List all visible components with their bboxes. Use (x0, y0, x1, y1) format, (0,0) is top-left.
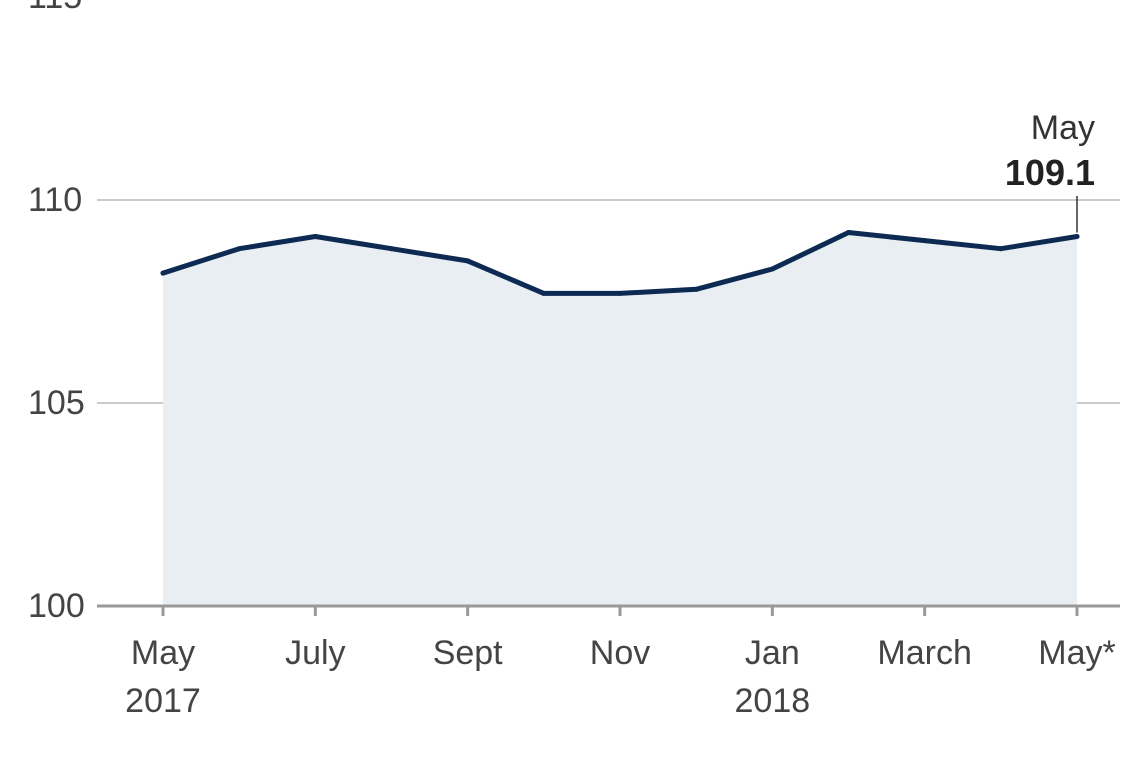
x-tick-labels: May 2017 July Sept Nov Jan 2018 March May* (125, 634, 1116, 720)
data-point-10 (922, 238, 928, 244)
data-point-4 (465, 258, 471, 264)
x-tick-label-12: May* (1038, 634, 1115, 672)
data-point-6 (617, 290, 623, 296)
data-point-12 (1074, 234, 1080, 240)
x-axis (97, 604, 1120, 616)
y-tick-label-105: 105 (28, 384, 85, 422)
data-point-1 (236, 246, 242, 252)
series-line-layer (160, 229, 1080, 296)
y-tick-label-115: 115 (28, 0, 82, 16)
x-tick-label-10: March (877, 634, 971, 672)
x-tick-label-6: Nov (590, 634, 650, 672)
last-value-annotation: May 109.1 (1005, 109, 1095, 233)
area-fill (163, 232, 1077, 606)
annotation-value: 109.1 (1005, 152, 1095, 193)
data-point-8 (769, 266, 775, 272)
y-tick-labels: 100 105 110 115 (28, 0, 85, 625)
data-point-7 (693, 286, 699, 292)
x-tick-label-0: May (131, 634, 195, 672)
data-point-2 (312, 234, 318, 240)
x-tick-label-year-0: 2017 (125, 682, 201, 720)
data-point-9 (846, 229, 851, 235)
x-tick-label-year-8: 2018 (735, 682, 811, 720)
area-fill-layer (163, 232, 1077, 606)
x-tick-label-4: Sept (433, 634, 503, 672)
data-point-11 (998, 246, 1004, 252)
data-point-0 (160, 270, 166, 276)
y-tick-label-100: 100 (28, 587, 85, 625)
data-point-3 (389, 246, 394, 252)
x-tick-label-8: Jan (745, 634, 800, 672)
annotation-month: May (1031, 109, 1095, 147)
y-tick-label-110: 110 (28, 181, 82, 219)
x-tick-label-2: July (285, 634, 345, 672)
data-point-5 (541, 290, 547, 296)
